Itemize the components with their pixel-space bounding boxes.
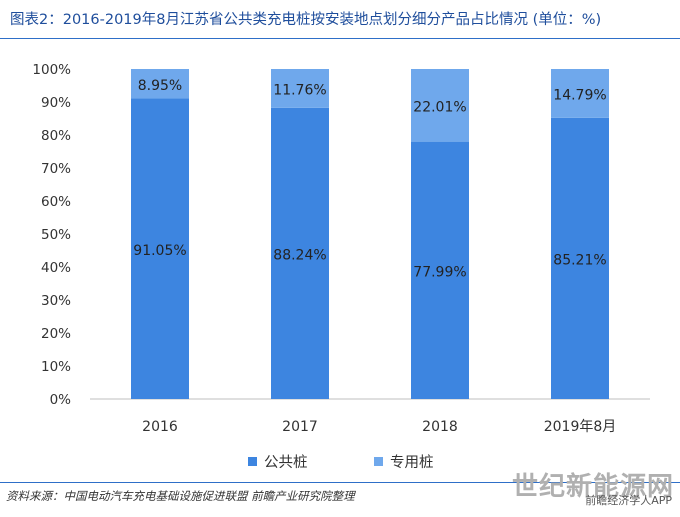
- title-divider: [0, 38, 680, 39]
- x-tick-label: 2018: [422, 419, 458, 435]
- bar-value-label: 85.21%: [553, 252, 606, 268]
- y-tick-label: 30%: [41, 293, 71, 309]
- bar-value-label: 11.76%: [273, 82, 326, 98]
- y-axis-ticks: 0% 10% 20% 30% 40% 50% 60% 70% 80% 90% 100%: [32, 62, 71, 408]
- brand-watermark: 世纪新能源网: [511, 472, 674, 502]
- bar-segment: [131, 69, 189, 99]
- x-tick-label: 2016: [142, 419, 178, 435]
- y-tick-label: 80%: [41, 128, 71, 144]
- bar-value-label: 14.79%: [553, 87, 606, 103]
- bar-value-label: 77.99%: [413, 264, 466, 280]
- bar-segment: [271, 69, 329, 108]
- source-note: 资料来源：中国电动汽车充电基础设施促进联盟 前瞻产业研究院整理: [6, 489, 355, 503]
- bar-segment: [551, 117, 609, 399]
- y-tick-label: 100%: [32, 62, 71, 78]
- legend-label: 公共桩: [264, 454, 308, 471]
- bar-segment: [131, 98, 189, 399]
- chart-title: 图表2：2016-2019年8月江苏省公共类充电桩按安装地点划分细分产品占比情况…: [10, 12, 602, 28]
- legend-label: 专用桩: [390, 454, 434, 471]
- bar-data-labels: 91.05% 8.95% 88.24% 11.76% 77.99% 22.01% 85.21…: [133, 78, 606, 281]
- bars: [131, 69, 609, 400]
- bar-value-label: 88.24%: [273, 247, 326, 263]
- x-axis-ticks: 2016 2017 2018 2019年8月: [142, 419, 616, 435]
- bar-value-label: 22.01%: [413, 99, 466, 115]
- y-tick-label: 90%: [41, 95, 71, 111]
- legend-swatch: [248, 457, 257, 466]
- y-tick-label: 0%: [50, 392, 72, 408]
- y-tick-label: 40%: [41, 260, 71, 276]
- app-label: 前瞻经济学人APP: [585, 494, 672, 507]
- y-tick-label: 20%: [41, 326, 71, 342]
- bar-segment: [551, 69, 609, 118]
- bar-segment: [271, 107, 329, 400]
- legend: 公共桩 专用桩: [248, 454, 434, 471]
- y-tick-label: 60%: [41, 194, 71, 210]
- bar-value-label: 91.05%: [133, 243, 186, 259]
- y-tick-label: 70%: [41, 161, 71, 177]
- y-tick-label: 50%: [41, 227, 71, 243]
- x-tick-label: 2017: [282, 419, 318, 435]
- bar-value-label: 8.95%: [138, 78, 182, 94]
- footer-divider: [0, 482, 680, 483]
- y-tick-label: 10%: [41, 359, 71, 375]
- legend-swatch: [374, 457, 383, 466]
- bar-segment: [411, 141, 469, 399]
- x-tick-label: 2019年8月: [544, 419, 617, 435]
- bar-segment: [411, 69, 469, 142]
